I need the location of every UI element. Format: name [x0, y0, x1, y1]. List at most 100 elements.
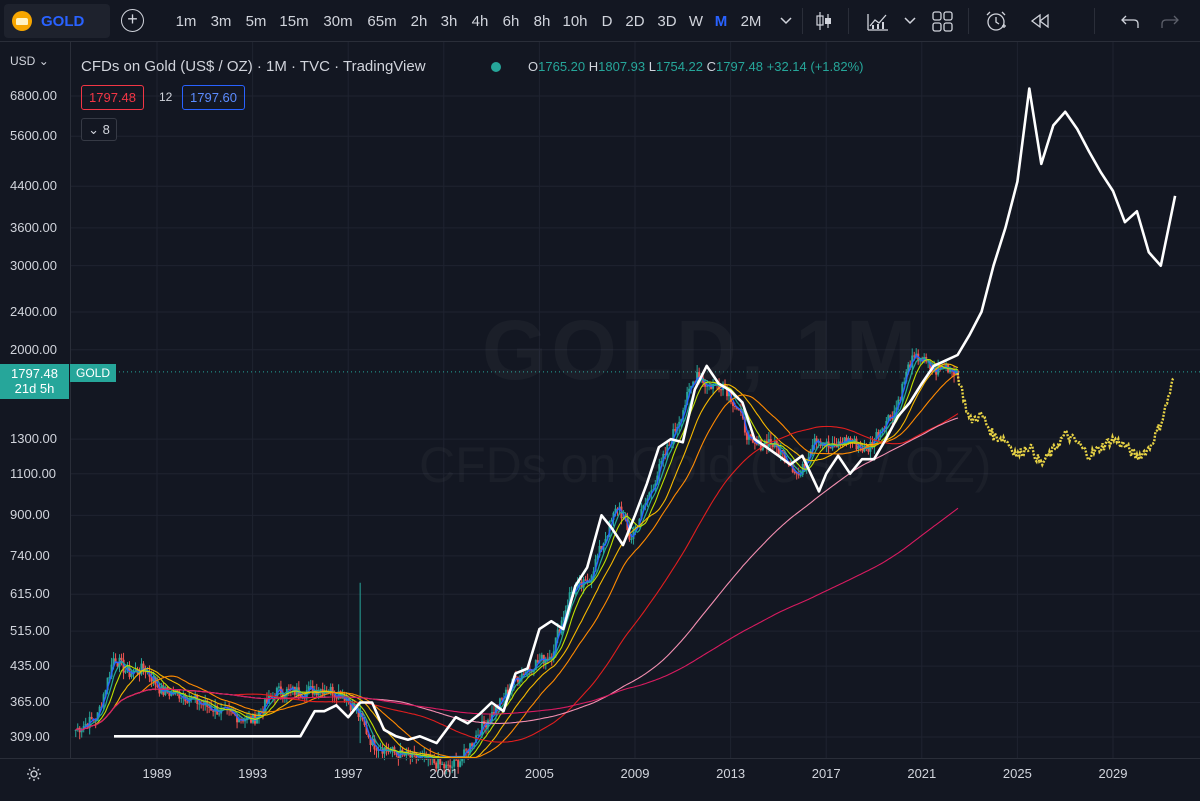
price-tick-label: 740.00 [10, 547, 50, 563]
ma-260-line [75, 507, 959, 731]
candle-body [142, 663, 145, 670]
layout-grid-icon[interactable] [928, 8, 956, 34]
timeframe-M[interactable]: M [714, 12, 728, 30]
replay-icon[interactable] [1026, 8, 1054, 34]
indicators-icon[interactable] [864, 8, 892, 34]
candle-body [751, 437, 754, 443]
timeframe-5m[interactable]: 5m [245, 12, 267, 30]
candle-body [809, 450, 812, 458]
candle-body [901, 383, 904, 400]
timeframe-65m[interactable]: 65m [367, 12, 397, 30]
timeframe-1m[interactable]: 1m [175, 12, 197, 30]
price-axis-border [70, 42, 71, 758]
candle-body [833, 443, 836, 445]
timeframe-2h[interactable]: 2h [410, 12, 428, 30]
candle-body [134, 669, 137, 672]
candle-body [576, 583, 579, 588]
time-axis[interactable] [0, 758, 1200, 801]
timeframe-6h[interactable]: 6h [502, 12, 520, 30]
timeframe-4h[interactable]: 4h [471, 12, 489, 30]
candle-body [516, 677, 519, 682]
candle-body [779, 449, 782, 455]
candle-body [562, 617, 565, 621]
candle-body [564, 610, 567, 618]
candle-body [307, 686, 310, 691]
candle-body [891, 417, 894, 420]
plus-icon[interactable]: + [121, 9, 144, 32]
candle-body [771, 444, 774, 448]
candle-body [455, 759, 458, 761]
candle-body [656, 475, 659, 484]
candle-body [584, 579, 587, 581]
price-tick-label: 365.00 [10, 694, 50, 710]
candle-body [236, 715, 239, 723]
gear-icon[interactable] [26, 766, 42, 782]
candle-body [604, 538, 607, 544]
timeframe-D[interactable]: D [601, 12, 613, 30]
candle-body [578, 581, 581, 584]
candle-body [98, 706, 101, 713]
candle-body [835, 444, 838, 448]
candle-body [104, 690, 107, 695]
alert-clock-icon[interactable] [982, 8, 1010, 34]
buy-price-button[interactable]: 1797.60 [182, 85, 245, 110]
candle-body [726, 386, 729, 397]
timeframe-8h[interactable]: 8h [533, 12, 551, 30]
sell-price-button[interactable]: 1797.48 [81, 85, 144, 110]
candle-body [156, 684, 159, 688]
chart-legend-title[interactable]: CFDs on Gold (US$ / OZ) · 1M · TVC · Tra… [81, 58, 426, 75]
timeframe-3D[interactable]: 3D [657, 12, 677, 30]
timeframe-30m[interactable]: 30m [323, 12, 353, 30]
candle-body [674, 429, 677, 431]
candle-body [122, 659, 125, 673]
symbol-search-button[interactable]: GOLD [4, 4, 110, 38]
candle-body [391, 747, 394, 751]
candle-body [299, 695, 302, 698]
candle-body [791, 465, 794, 473]
candle-body [724, 383, 727, 387]
price-tick-label: 3000.00 [10, 257, 57, 273]
currency-selector[interactable]: USD ⌄ [10, 54, 49, 68]
timeframe-2D[interactable]: 2D [625, 12, 645, 30]
candle-body [287, 688, 290, 690]
candles-icon[interactable] [810, 8, 838, 34]
spread-value: 12 [159, 90, 173, 104]
chevron-down-icon[interactable] [896, 8, 924, 34]
candle-body [351, 703, 354, 711]
timeframe-15m[interactable]: 15m [279, 12, 309, 30]
candle-body [138, 673, 141, 675]
candle-body [212, 710, 215, 712]
price-tick-label: 4400.00 [10, 178, 57, 194]
ma-20-line [113, 363, 959, 759]
toolbar-divider [802, 8, 803, 34]
candle-body [662, 453, 665, 462]
candle-body [387, 750, 390, 752]
candle-body [158, 687, 161, 694]
candle-body [630, 538, 633, 540]
market-status-dot[interactable] [491, 62, 501, 72]
candle-body [385, 747, 388, 751]
candle-body [461, 758, 464, 762]
candle-body [263, 699, 266, 713]
candle-body [867, 447, 870, 452]
timeframe-3h[interactable]: 3h [440, 12, 458, 30]
timeframe-2M[interactable]: 2M [740, 12, 762, 30]
candle-body [443, 764, 446, 769]
timeframe-3m[interactable]: 3m [210, 12, 232, 30]
redo-icon[interactable] [1158, 8, 1186, 34]
timeframe-W[interactable]: W [688, 12, 704, 30]
candle-body [367, 733, 370, 738]
candle-body [178, 691, 181, 699]
candle-body [439, 758, 442, 765]
candle-body [84, 723, 87, 726]
chevron-down-icon[interactable] [772, 8, 800, 34]
candle-body [949, 368, 952, 373]
candle-body [704, 382, 707, 387]
indicators-toggle-button[interactable]: ⌄ 8 [81, 118, 117, 141]
chevron-down-icon: ⌄ [88, 122, 100, 137]
timeframe-10h[interactable]: 10h [562, 12, 588, 30]
undo-icon[interactable] [1114, 8, 1142, 34]
candle-body [728, 392, 731, 397]
candle-body [106, 677, 109, 691]
